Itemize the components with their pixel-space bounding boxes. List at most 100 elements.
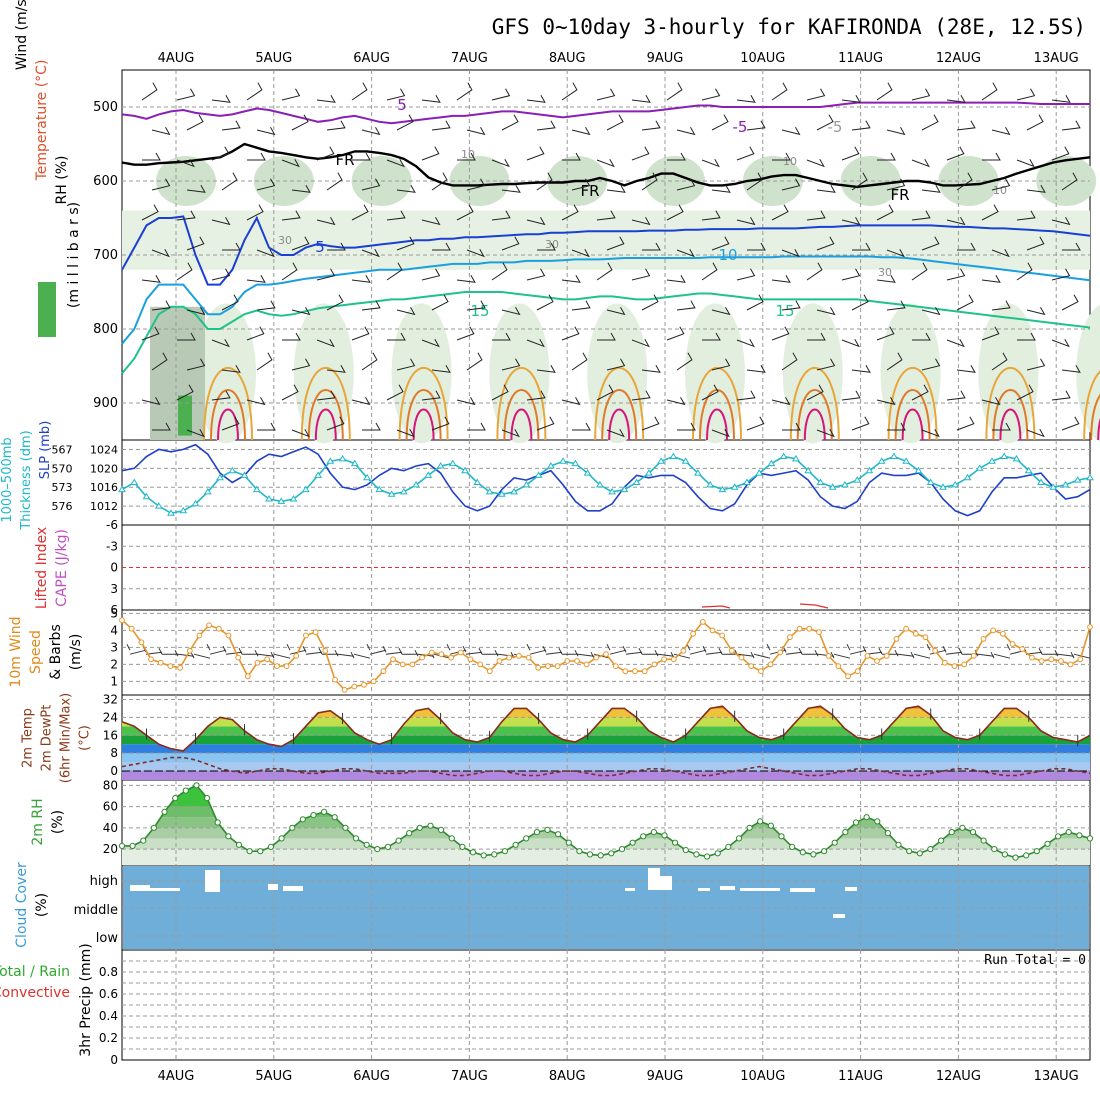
- data-point: [1000, 630, 1006, 637]
- data-point: [387, 490, 396, 497]
- data-point: [951, 480, 960, 488]
- panel-axis-label: (6hr Min/Max): [59, 693, 74, 783]
- data-point: [283, 663, 290, 669]
- lifted-index-trace: [701, 605, 731, 609]
- data-point: [215, 625, 222, 632]
- wind-barb: [366, 643, 387, 655]
- data-point: [948, 829, 955, 836]
- wind-barb: [851, 172, 868, 191]
- temp-contour-surface: [1090, 394, 1100, 441]
- wind-barb: [641, 364, 661, 373]
- data-point: [459, 843, 466, 851]
- wind-barb: [876, 274, 896, 283]
- data-point: [938, 837, 945, 844]
- series-line-dew-point: [121, 756, 1091, 777]
- data-point: [1061, 480, 1070, 488]
- wind-barb: [466, 352, 483, 371]
- data-point: [810, 851, 817, 858]
- rh-color-band: [122, 806, 1090, 818]
- data-point: [728, 647, 735, 654]
- data-point: [661, 656, 667, 663]
- wind-barb: [526, 94, 546, 103]
- data-point: [293, 653, 300, 659]
- data-point: [806, 625, 813, 632]
- panel-label-group: 2m RH (%): [30, 798, 66, 845]
- wind-barb: [781, 352, 798, 371]
- data-point: [693, 851, 700, 858]
- data-point: [669, 452, 678, 459]
- data-point: [777, 649, 784, 656]
- y-tick-label-slp: 1020: [90, 462, 118, 475]
- wind-barb: [1026, 236, 1045, 251]
- data-point: [363, 841, 370, 848]
- wind-barb: [642, 242, 661, 251]
- y-tick-label: 4: [110, 623, 118, 637]
- wind-barb: [1016, 159, 1035, 168]
- contour-label: 5: [397, 96, 407, 114]
- cloud-gap: [720, 886, 735, 890]
- temp-contour-surface: [503, 389, 540, 441]
- data-point: [596, 480, 604, 488]
- contour-line--5Cwarm: [121, 215, 1091, 286]
- wind-barb: [638, 647, 658, 655]
- y-tick-label: 1: [110, 674, 118, 688]
- data-point: [167, 663, 174, 669]
- wind-barb: [886, 249, 905, 258]
- panel-axis-label: 3hr Precip (mm): [78, 943, 94, 1056]
- data-point: [119, 617, 125, 624]
- data-point: [738, 654, 745, 661]
- x-tick-label-bottom: 4AUG: [158, 1069, 195, 1084]
- y-tick-label: 0.4: [99, 1009, 118, 1023]
- wind-barb: [1051, 390, 1071, 401]
- data-point: [277, 497, 286, 504]
- wind-barb: [466, 300, 486, 311]
- wind-barb: [1061, 294, 1079, 311]
- data-point: [214, 819, 221, 826]
- data-point: [650, 829, 658, 836]
- data-point: [374, 846, 381, 853]
- wind-barb: [491, 262, 508, 281]
- data-point: [118, 485, 126, 493]
- data-point: [448, 459, 457, 467]
- data-point: [778, 833, 785, 840]
- wind-barb: [432, 242, 451, 251]
- data-point: [424, 471, 433, 478]
- wind-barb: [990, 651, 1011, 659]
- wind-barb: [798, 647, 818, 655]
- wind-barb: [291, 236, 310, 251]
- wind-barb: [666, 397, 686, 406]
- rh-shade-patch: [840, 156, 901, 206]
- data-point: [719, 632, 726, 639]
- data-point: [597, 852, 604, 859]
- y-tick-label: low: [96, 931, 119, 946]
- wind-barb: [946, 94, 966, 103]
- wind-barb: [806, 210, 826, 221]
- data-point: [975, 464, 984, 471]
- wind-barb: [911, 262, 928, 281]
- wind-barb: [746, 120, 766, 131]
- data-point: [564, 658, 571, 664]
- wind-barb: [981, 204, 999, 221]
- cloud-gap: [698, 888, 710, 891]
- data-point: [902, 457, 911, 464]
- wind-barb: [501, 114, 519, 131]
- wind-barb: [666, 82, 683, 101]
- wind-barb: [981, 274, 1001, 283]
- temp-contour-surface: [1097, 418, 1100, 441]
- wind-barb: [257, 422, 276, 431]
- wind-barb: [211, 217, 231, 226]
- wind-barb: [186, 307, 206, 316]
- wind-barb: [992, 422, 1011, 431]
- data-point: [545, 663, 551, 669]
- wind-barb: [816, 184, 836, 193]
- wind-barb: [351, 82, 368, 101]
- wind-barb: [326, 416, 345, 431]
- wind-barb: [701, 262, 718, 281]
- data-point: [1087, 624, 1093, 630]
- data-point: [516, 653, 522, 659]
- y-tick-label: 80: [103, 778, 118, 792]
- data-point: [831, 839, 838, 846]
- data-point: [1086, 473, 1094, 481]
- wind-barb: [176, 159, 195, 168]
